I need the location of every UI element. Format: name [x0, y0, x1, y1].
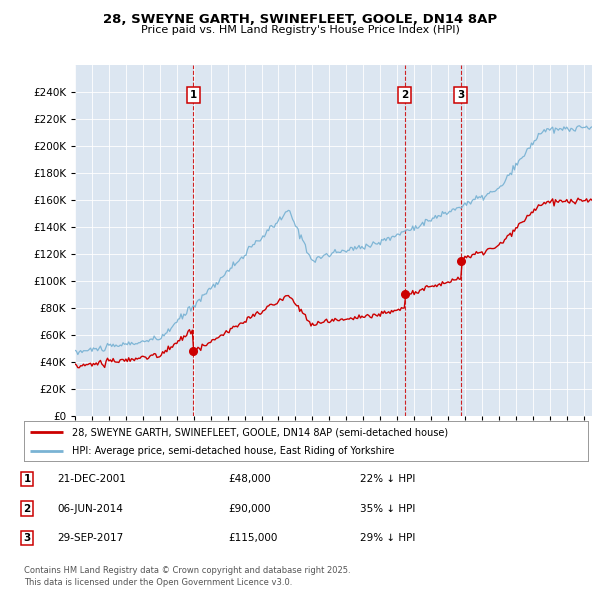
Text: Price paid vs. HM Land Registry's House Price Index (HPI): Price paid vs. HM Land Registry's House … — [140, 25, 460, 35]
Text: £115,000: £115,000 — [228, 533, 277, 543]
Text: 3: 3 — [457, 90, 464, 100]
Text: 1: 1 — [23, 474, 31, 484]
Text: Contains HM Land Registry data © Crown copyright and database right 2025.
This d: Contains HM Land Registry data © Crown c… — [24, 566, 350, 587]
Text: £48,000: £48,000 — [228, 474, 271, 484]
Text: 35% ↓ HPI: 35% ↓ HPI — [360, 504, 415, 513]
Text: 2: 2 — [401, 90, 408, 100]
Text: 28, SWEYNE GARTH, SWINEFLEET, GOOLE, DN14 8AP: 28, SWEYNE GARTH, SWINEFLEET, GOOLE, DN1… — [103, 13, 497, 26]
Text: 22% ↓ HPI: 22% ↓ HPI — [360, 474, 415, 484]
Text: 28, SWEYNE GARTH, SWINEFLEET, GOOLE, DN14 8AP (semi-detached house): 28, SWEYNE GARTH, SWINEFLEET, GOOLE, DN1… — [72, 427, 448, 437]
Text: 3: 3 — [23, 533, 31, 543]
Text: 06-JUN-2014: 06-JUN-2014 — [57, 504, 123, 513]
Text: 2: 2 — [23, 504, 31, 513]
Text: 29-SEP-2017: 29-SEP-2017 — [57, 533, 123, 543]
Text: 21-DEC-2001: 21-DEC-2001 — [57, 474, 126, 484]
Text: £90,000: £90,000 — [228, 504, 271, 513]
Text: HPI: Average price, semi-detached house, East Riding of Yorkshire: HPI: Average price, semi-detached house,… — [72, 445, 394, 455]
Text: 1: 1 — [190, 90, 197, 100]
Text: 29% ↓ HPI: 29% ↓ HPI — [360, 533, 415, 543]
